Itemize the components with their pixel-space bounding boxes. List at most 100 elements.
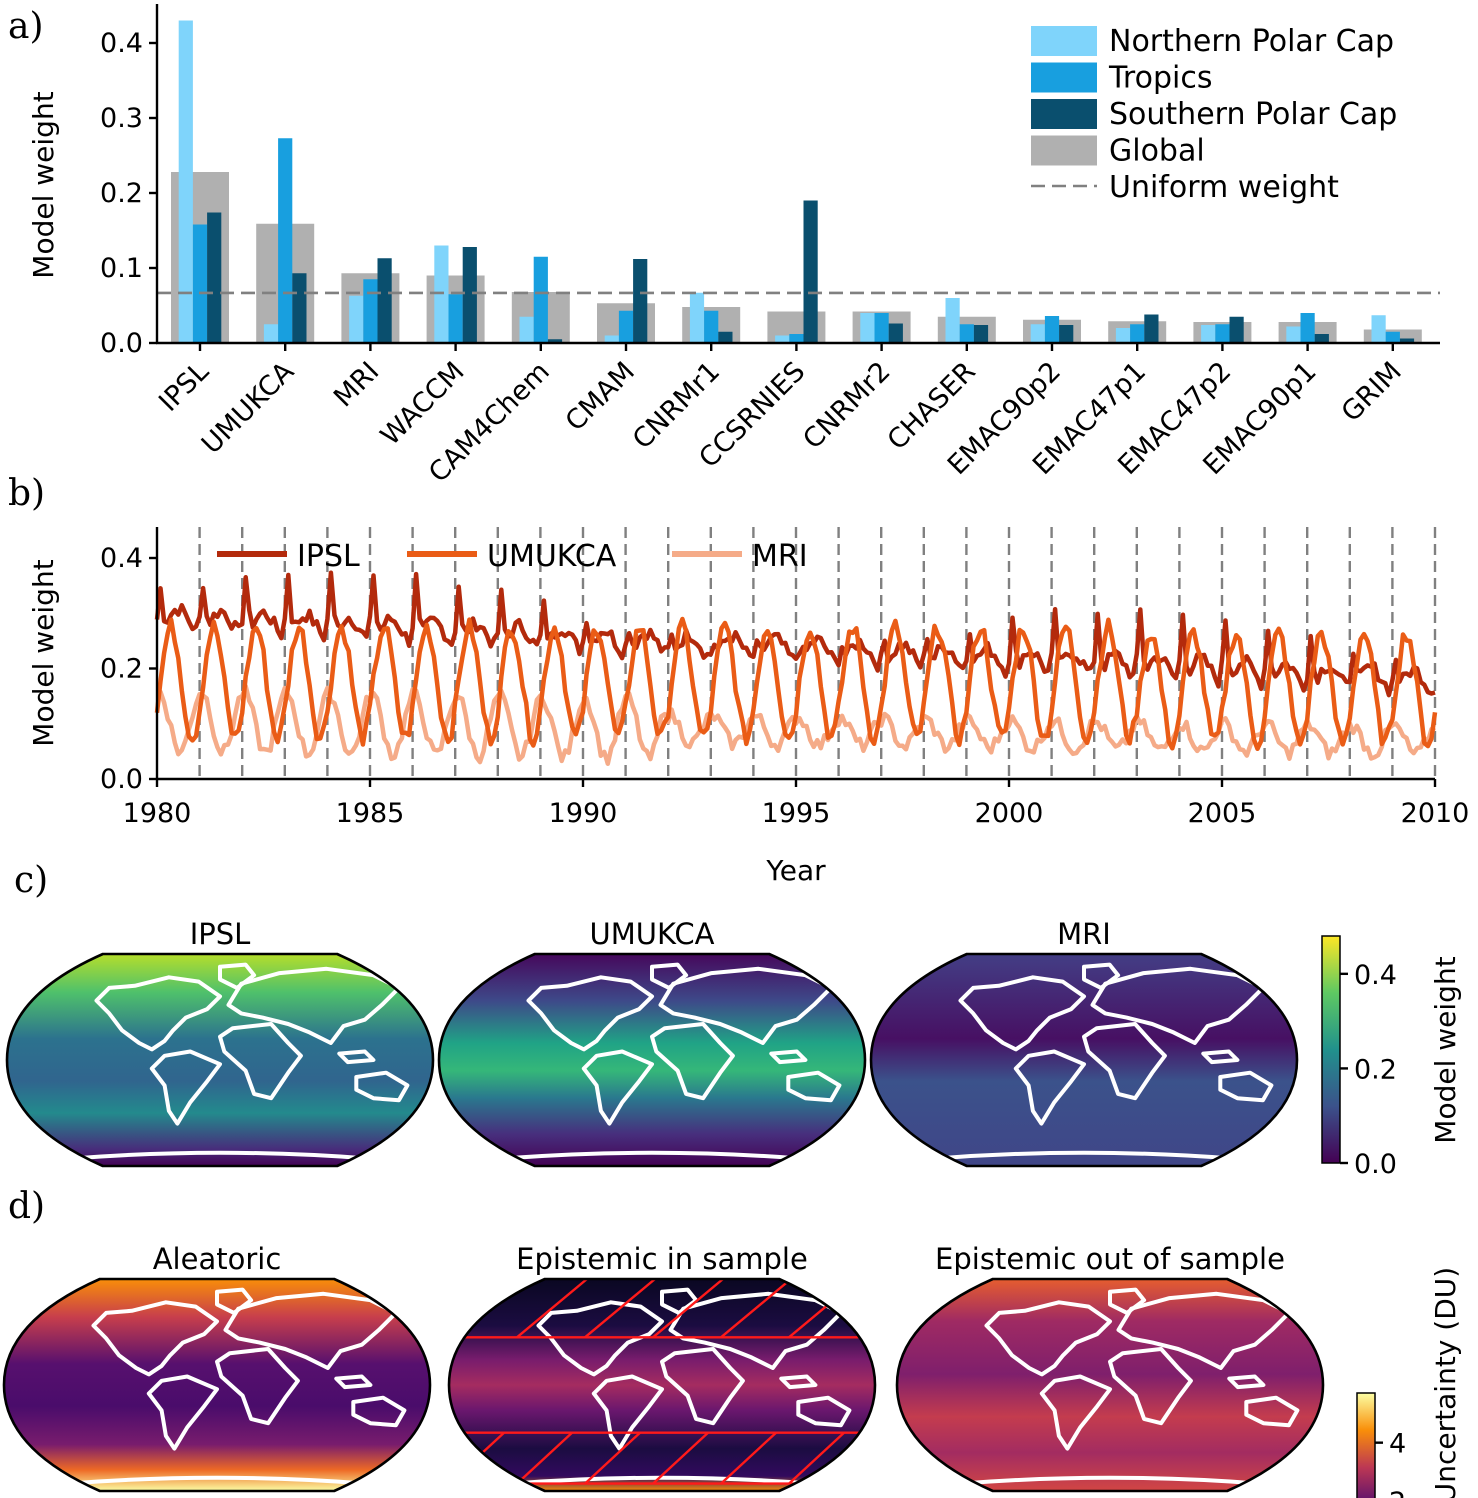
coastline: [581, 1049, 654, 1126]
y-tick-label-a: 0.3: [100, 103, 143, 134]
hatch-line: [788, 1431, 845, 1485]
coastline-antarctica: [65, 1475, 369, 1486]
coastline: [146, 1374, 219, 1451]
x-tick-label-b: 1995: [762, 798, 831, 829]
map-title: Epistemic in sample: [516, 1242, 808, 1276]
legend-label: MRI: [752, 539, 808, 574]
map-border: [437, 952, 867, 1168]
legend-label: Southern Polar Cap: [1109, 97, 1397, 132]
coastline: [1244, 1395, 1300, 1428]
coastline: [526, 975, 654, 1052]
bar-southern-polar-cap-UMUKCA: [292, 273, 307, 343]
bar-southern-polar-cap-EMAC47p2: [1229, 316, 1244, 343]
series-line-IPSL: [154, 570, 1436, 698]
colorbar-tick-label-c: 0.4: [1354, 960, 1397, 991]
hatch-line: [516, 1279, 588, 1339]
bar-tropics-CAM4Chem: [533, 256, 548, 343]
coastline-antarctica: [510, 1475, 814, 1486]
panel-letter: d): [8, 1186, 45, 1227]
coastline: [536, 1300, 664, 1377]
coastline-antarctica: [68, 1150, 372, 1161]
bar-tropics-CCSRNIES: [789, 334, 804, 343]
y-axis-label-a: Model weight: [27, 91, 60, 278]
bar-southern-polar-cap-EMAC47p1: [1144, 314, 1159, 343]
panel-letter: b): [8, 473, 45, 514]
coastline-antarctica: [958, 1475, 1262, 1486]
hatch-line: [856, 1279, 875, 1339]
bar-tropics-EMAC47p2: [1215, 324, 1230, 343]
bar-northern-polar-cap-EMAC90p1: [1286, 326, 1301, 343]
x-tick-label-b: 1990: [549, 798, 618, 829]
map-title: UMUKCA: [590, 917, 715, 951]
y-tick-label-a: 0.0: [100, 328, 143, 359]
map-body: [7, 954, 433, 1166]
coastline: [218, 1022, 303, 1101]
bar-southern-polar-cap-CMAM: [633, 259, 648, 343]
bar-southern-polar-cap-WACCM: [462, 247, 477, 343]
coastline: [334, 1374, 373, 1390]
panel-letter: c): [14, 860, 48, 901]
coastline: [796, 1395, 852, 1428]
bar-tropics-GRIM: [1385, 331, 1400, 343]
coastline: [1218, 1070, 1274, 1103]
line-chart-b: 0.0 0.2 0.4 1980 1985 1990 1995 2000 2005 2010 Yea…: [27, 527, 1469, 887]
coastline: [1108, 1347, 1193, 1426]
coastline: [351, 1395, 407, 1428]
coastline: [1227, 1374, 1266, 1390]
legend-label: UMUKCA: [487, 539, 617, 574]
map-title: Aleatoric: [153, 1242, 282, 1276]
bar-northern-polar-cap-EMAC47p1: [1115, 328, 1131, 343]
legend-swatch-tropics: [1031, 62, 1097, 93]
bar-tropics-UMUKCA: [278, 138, 293, 343]
bar-tropics-EMAC90p1: [1300, 313, 1315, 343]
colorbar-label-c: Model weight: [1429, 956, 1462, 1143]
bar-tropics-EMAC90p2: [1044, 316, 1060, 343]
colorbar-tick-label-c: 0.2: [1354, 1054, 1397, 1085]
bar-southern-polar-cap-CHASER: [973, 325, 989, 343]
legend-label: Northern Polar Cap: [1109, 24, 1394, 59]
coastline: [1039, 1374, 1112, 1451]
bar-southern-polar-cap-CAM4Chem: [547, 339, 563, 343]
x-tick-label-CNRMr2: CNRMr2: [797, 356, 896, 455]
colorbar-label-d: Uncertainty (DU): [1429, 1267, 1462, 1498]
bar-northern-polar-cap-EMAC47p2: [1201, 325, 1216, 343]
bar-tropics-EMAC47p1: [1130, 324, 1145, 343]
map-body: [897, 1279, 1323, 1491]
map-border: [869, 952, 1299, 1168]
legend-label: Tropics: [1108, 61, 1212, 96]
coastline: [1116, 1291, 1291, 1370]
coastline: [149, 1049, 222, 1126]
bar-southern-polar-cap-IPSL: [207, 212, 222, 343]
bar-tropics-CNRMr2: [874, 313, 889, 343]
coastline: [94, 975, 222, 1052]
hatch-line: [584, 1279, 656, 1339]
bar-southern-polar-cap-MRI: [377, 258, 392, 343]
coastline: [658, 966, 833, 1045]
y-tick-label-a: 0.2: [100, 178, 143, 209]
x-tick-label-UMUKCA: UMUKCA: [196, 356, 301, 461]
coastline: [354, 1070, 410, 1103]
bar-tropics-IPSL: [192, 224, 208, 343]
colorbar-gradient-d: [1356, 1392, 1376, 1498]
map-body: [439, 954, 865, 1166]
y-tick-label-b: 0.2: [100, 654, 143, 685]
colorbar-tick-label-c: 0.0: [1354, 1149, 1397, 1180]
coastline: [1201, 1049, 1240, 1065]
bar-northern-polar-cap-CCSRNIES: [775, 335, 790, 343]
y-tick-label-b: 0.0: [100, 764, 143, 795]
bar-northern-polar-cap-CNRMr1: [689, 292, 705, 343]
y-tick-label-b: 0.4: [100, 543, 143, 574]
series-line-UMUKCA: [154, 616, 1438, 752]
map-border: [447, 1277, 877, 1493]
map-border: [895, 1277, 1325, 1493]
y-axis-label-b: Model weight: [27, 559, 60, 746]
coastline: [1013, 1049, 1086, 1126]
bar-tropics-CMAM: [618, 310, 634, 343]
map-mri: MRI: [869, 917, 1299, 1168]
coastline-antarctica: [932, 1150, 1236, 1161]
map-border: [5, 952, 435, 1168]
coastline: [668, 1291, 843, 1370]
bar-tropics-MRI: [363, 279, 378, 343]
bar-southern-polar-cap-GRIM: [1399, 338, 1415, 343]
